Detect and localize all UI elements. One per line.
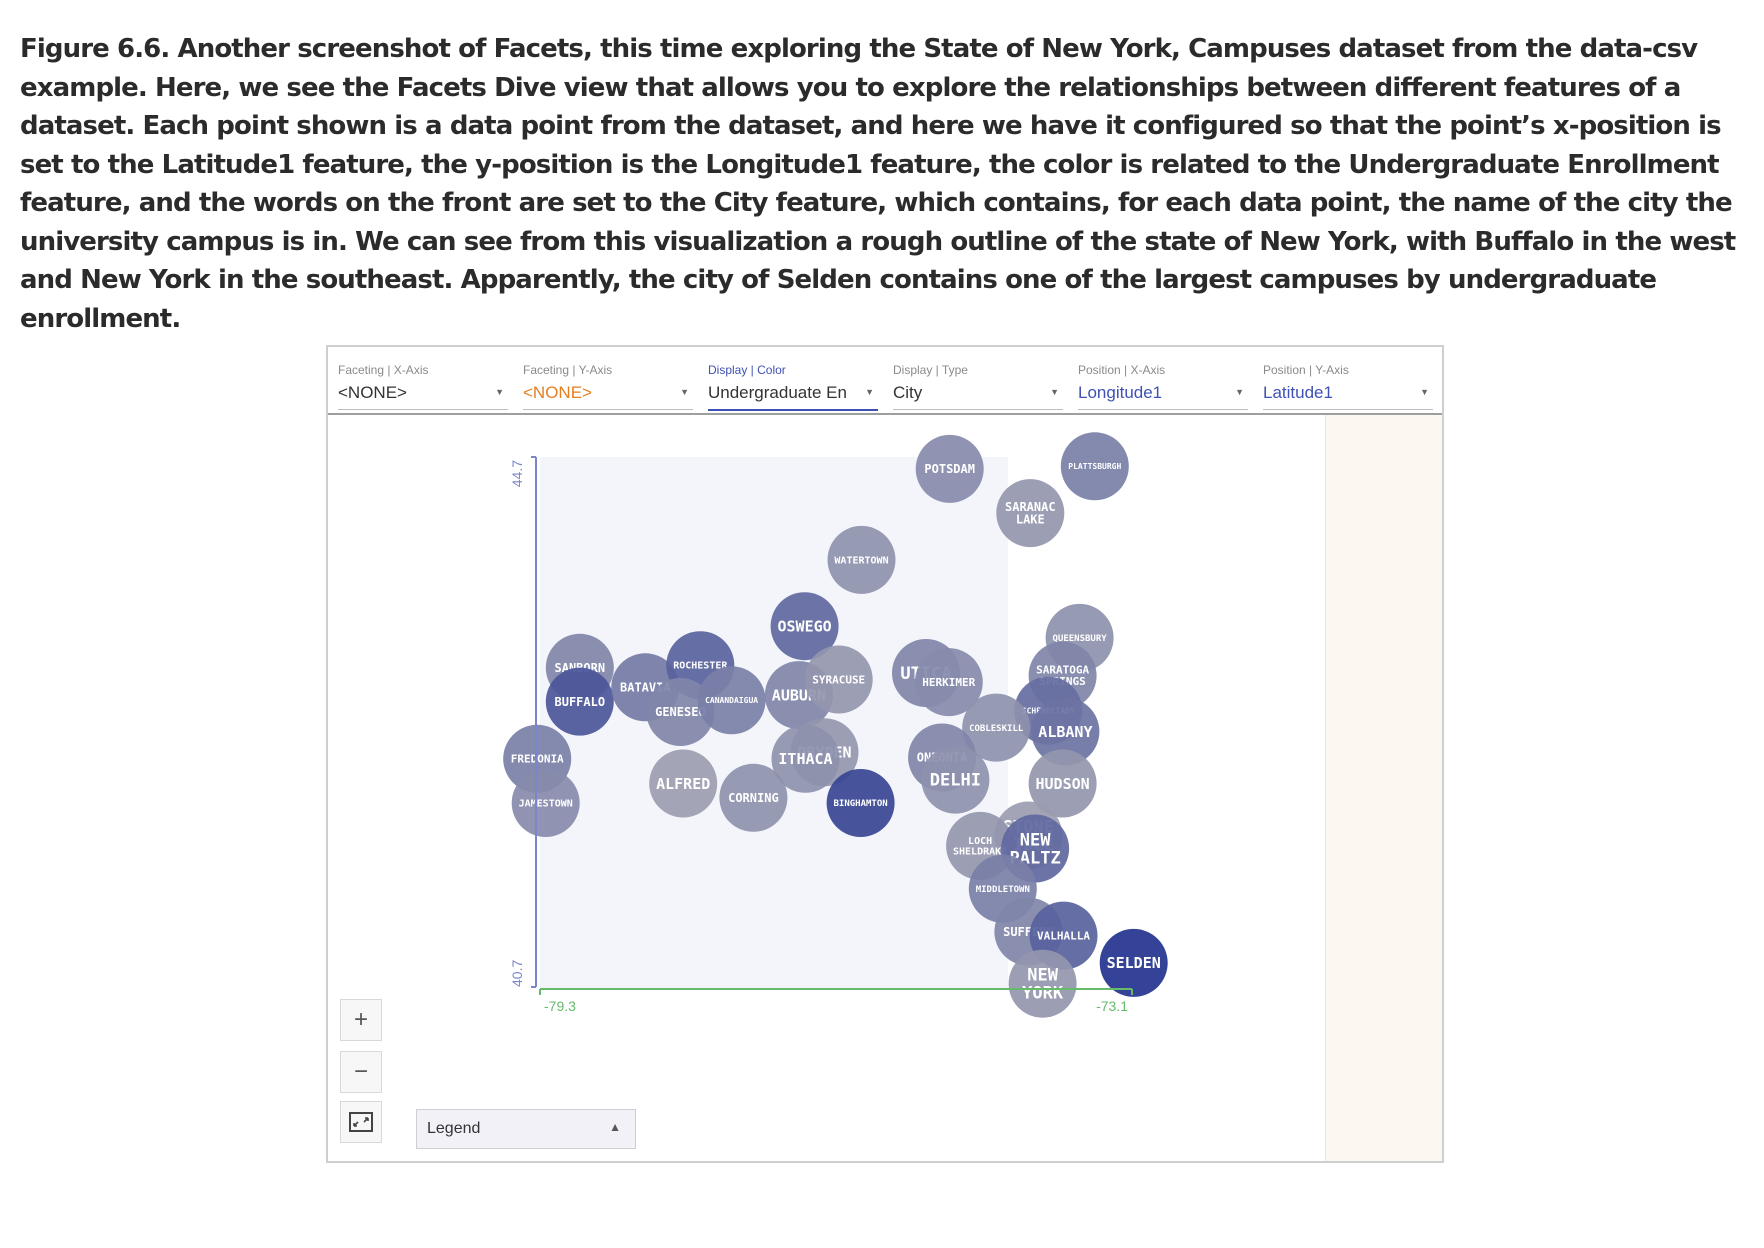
zoom-in-button[interactable]: + <box>340 999 382 1041</box>
x-axis-max-label: -73.1 <box>1096 998 1128 1014</box>
display-color-value: Undergraduate En <box>708 383 847 402</box>
info-panel <box>1325 415 1442 1161</box>
display-color-select[interactable]: Display | Color Undergraduate En ▼ <box>708 363 878 411</box>
campus-point-label: FREDONIA <box>511 753 564 766</box>
campus-point[interactable]: PLATTSBURGH <box>1061 432 1129 500</box>
position-x-axis-value: Longitude1 <box>1078 383 1162 402</box>
faceting-y-axis-select[interactable]: Faceting | Y-Axis <NONE> ▼ <box>523 363 693 410</box>
dropdown-arrow-icon: ▼ <box>680 387 689 397</box>
campus-point-label: CANANDAIGUA <box>705 696 758 705</box>
y-axis-min-label: 40.7 <box>509 960 525 987</box>
legend-label: Legend <box>427 1120 480 1137</box>
campus-point-label: DELHI <box>930 771 981 791</box>
dropdown-arrow-icon: ▼ <box>1420 387 1429 397</box>
position-y-axis-value: Latitude1 <box>1263 383 1333 402</box>
campus-point-label: WATERTOWN <box>834 555 888 566</box>
campus-point[interactable]: ITHACA <box>772 725 840 793</box>
chevron-up-icon: ▲ <box>609 1120 621 1134</box>
fit-screen-icon <box>349 1112 373 1132</box>
campus-point[interactable]: ALFRED <box>649 750 717 818</box>
campus-point[interactable]: BINGHAMTON <box>827 769 895 837</box>
position-x-axis-label: Position | X-Axis <box>1078 363 1248 377</box>
faceting-y-axis-label: Faceting | Y-Axis <box>523 363 693 377</box>
campus-point-label: OSWEGO <box>778 618 832 636</box>
zoom-out-button[interactable]: − <box>340 1051 382 1093</box>
campus-point-label: VALHALLA <box>1037 930 1090 943</box>
campus-point-label: POTSDAM <box>924 462 975 476</box>
campus-point[interactable]: WATERTOWN <box>828 526 896 594</box>
x-axis-min-label: -79.3 <box>544 998 576 1014</box>
campus-point-label: JAMESTOWN <box>519 799 573 810</box>
position-x-axis-select[interactable]: Position | X-Axis Longitude1 ▼ <box>1078 363 1248 410</box>
campus-point-label: ALFRED <box>656 775 710 793</box>
campus-point[interactable]: SYRACUSE <box>805 646 873 714</box>
campus-point-label: ALBANY <box>1038 723 1092 741</box>
campus-point-label: HUDSON <box>1036 775 1090 793</box>
legend-toggle[interactable]: Legend ▲ <box>416 1109 636 1149</box>
figure-caption: Figure 6.6. Another screenshot of Facets… <box>20 30 1750 338</box>
display-type-select[interactable]: Display | Type City ▼ <box>893 363 1063 410</box>
campus-point-label: GENESEO <box>655 705 706 719</box>
dropdown-arrow-icon: ▼ <box>1235 387 1244 397</box>
campus-point[interactable]: CANANDAIGUA <box>698 666 766 734</box>
dropdown-arrow-icon: ▼ <box>865 387 874 397</box>
campus-point-label: LOCH <box>968 836 992 847</box>
display-type-value: City <box>893 383 922 402</box>
campus-point-label: MIDDLETOWN <box>976 885 1030 895</box>
campus-point-label: LAKE <box>1016 513 1045 527</box>
campus-point[interactable]: BUFFALO <box>546 668 614 736</box>
fit-to-screen-button[interactable] <box>340 1101 382 1143</box>
faceting-x-axis-select[interactable]: Faceting | X-Axis <NONE> ▼ <box>338 363 508 410</box>
position-y-axis-select[interactable]: Position | Y-Axis Latitude1 ▼ <box>1263 363 1433 410</box>
campus-point-label: ITHACA <box>778 750 832 768</box>
plot-area-background <box>540 457 1008 989</box>
campus-point[interactable]: SELDEN <box>1100 929 1168 997</box>
faceting-y-axis-value: <NONE> <box>523 383 592 402</box>
campus-point-label: YORK <box>1022 984 1064 1004</box>
control-toolbar: Faceting | X-Axis <NONE> ▼ Faceting | Y-A… <box>328 347 1442 415</box>
facets-dive-screenshot: Faceting | X-Axis <NONE> ▼ Faceting | Y-A… <box>326 345 1444 1163</box>
campus-point[interactable]: JAMESTOWN <box>512 769 580 837</box>
campus-point-label: PLATTSBURGH <box>1068 462 1121 471</box>
campus-point-label: SELDEN <box>1107 954 1161 972</box>
campus-point[interactable]: DELHI <box>921 746 989 814</box>
campus-point-label: BINGHAMTON <box>834 799 888 809</box>
campus-point-label: BUFFALO <box>555 695 606 709</box>
campus-point-label: HERKIMER <box>922 676 975 689</box>
dropdown-arrow-icon: ▼ <box>495 387 504 397</box>
y-axis-max-label: 44.7 <box>509 460 525 487</box>
dropdown-arrow-icon: ▼ <box>1050 387 1059 397</box>
display-color-label: Display | Color <box>708 363 878 377</box>
display-type-label: Display | Type <box>893 363 1063 377</box>
position-y-axis-label: Position | Y-Axis <box>1263 363 1433 377</box>
campus-point-label: COBLESKILL <box>969 724 1024 734</box>
campus-point[interactable]: POTSDAM <box>916 435 984 503</box>
faceting-x-axis-label: Faceting | X-Axis <box>338 363 508 377</box>
campus-point-label: SYRACUSE <box>812 673 865 686</box>
faceting-x-axis-value: <NONE> <box>338 383 407 402</box>
campus-point-label: CORNING <box>728 791 779 805</box>
